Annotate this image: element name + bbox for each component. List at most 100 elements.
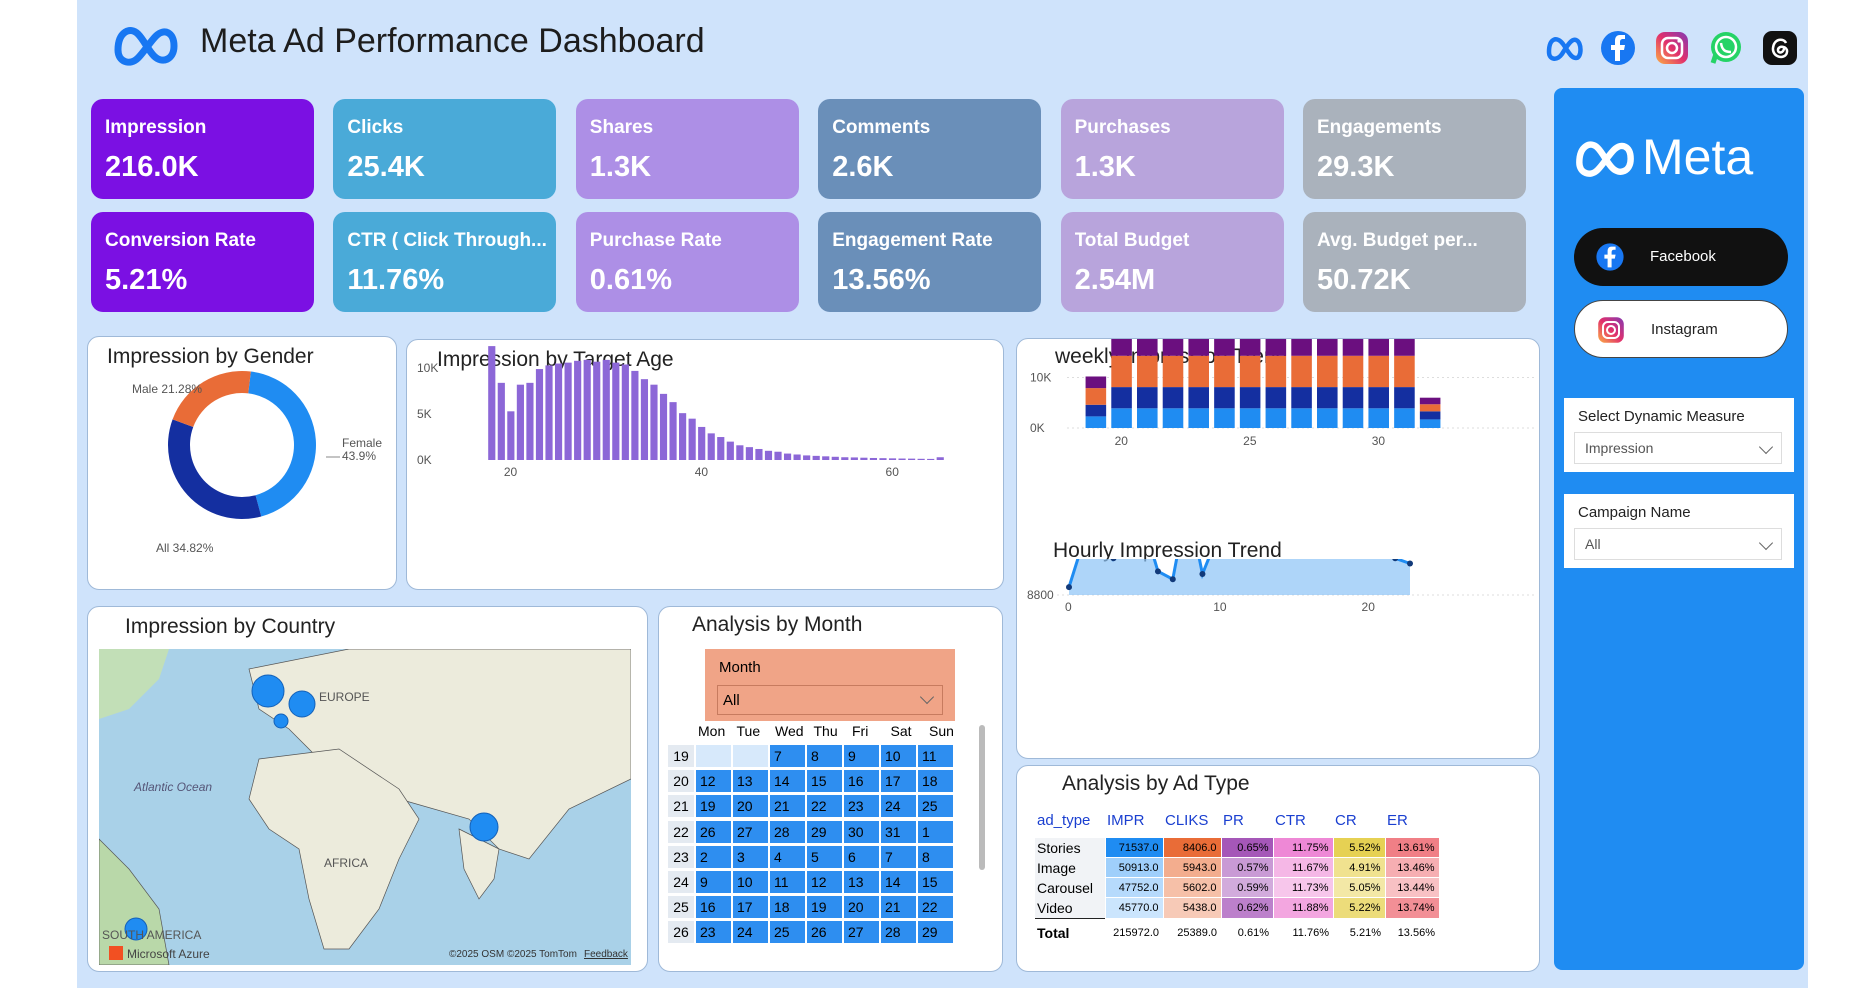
weekly-bar-segment[interactable] xyxy=(1291,387,1312,409)
age-bar[interactable] xyxy=(812,455,820,460)
calendar-day[interactable]: 3 xyxy=(733,845,768,868)
weekly-bar-segment[interactable] xyxy=(1291,355,1312,388)
kpi-card[interactable]: Clicks 25.4K xyxy=(333,99,557,199)
calendar-day[interactable]: 4 xyxy=(770,845,805,868)
age-bar[interactable] xyxy=(507,411,515,460)
calendar-day[interactable]: 26 xyxy=(807,921,842,944)
weekly-bar-segment[interactable] xyxy=(1162,339,1184,356)
donut-slice-all[interactable] xyxy=(168,419,262,519)
age-bar[interactable] xyxy=(764,450,773,460)
weekly-bar-segment[interactable] xyxy=(1394,387,1415,409)
age-bar[interactable] xyxy=(612,362,620,460)
age-bar[interactable] xyxy=(774,451,782,460)
age-bar[interactable] xyxy=(488,346,496,460)
calendar-day[interactable]: 18 xyxy=(770,896,805,919)
map-bubble-france[interactable] xyxy=(273,713,289,729)
calendar-day[interactable]: 5 xyxy=(807,845,842,868)
age-bar[interactable] xyxy=(669,402,677,460)
instagram-icon[interactable] xyxy=(1652,28,1692,68)
weekly-bar-segment[interactable] xyxy=(1291,408,1312,428)
kpi-card[interactable]: CTR ( Click Through... 11.76% xyxy=(333,212,557,312)
weekly-bar-segment[interactable] xyxy=(1368,408,1389,428)
calendar-day[interactable]: 29 xyxy=(918,921,953,944)
calendar-day[interactable]: 19 xyxy=(696,795,731,818)
calendar-day[interactable]: 24 xyxy=(733,921,768,944)
weekly-bar-segment[interactable] xyxy=(1317,387,1338,409)
age-bar[interactable] xyxy=(736,445,744,460)
calendar-day[interactable]: 25 xyxy=(770,921,805,944)
hourly-point[interactable] xyxy=(1392,559,1399,562)
calendar-day[interactable]: 23 xyxy=(696,921,731,944)
age-bar[interactable] xyxy=(688,418,696,460)
age-bar[interactable] xyxy=(497,382,505,460)
weekly-bar-segment[interactable] xyxy=(1394,355,1415,388)
age-bar[interactable] xyxy=(698,426,706,460)
calendar-day[interactable]: 30 xyxy=(844,820,879,843)
kpi-card[interactable]: Total Budget 2.54M xyxy=(1060,212,1284,312)
weekly-bar-segment[interactable] xyxy=(1368,387,1389,409)
age-bar[interactable] xyxy=(745,447,753,460)
age-bar[interactable] xyxy=(535,369,544,460)
column-header[interactable]: CTR xyxy=(1275,812,1306,829)
calendar-day[interactable]: 14 xyxy=(770,770,805,793)
age-bar[interactable] xyxy=(707,433,715,460)
map-bubble-india[interactable] xyxy=(469,812,499,842)
calendar-day[interactable]: 24 xyxy=(881,795,916,818)
weekly-bar-segment[interactable] xyxy=(1239,339,1261,356)
weekly-bar-segment[interactable] xyxy=(1214,339,1235,356)
facebook-icon[interactable] xyxy=(1598,28,1638,68)
age-bar[interactable] xyxy=(640,379,649,460)
weekly-bar-segment[interactable] xyxy=(1394,408,1415,428)
calendar-day[interactable]: 26 xyxy=(696,820,731,843)
age-bar[interactable] xyxy=(717,437,725,460)
weekly-bar-segment[interactable] xyxy=(1317,408,1338,428)
kpi-card[interactable]: Avg. Budget per... 50.72K xyxy=(1303,212,1526,312)
calendar-day[interactable]: 15 xyxy=(918,871,953,893)
table-row[interactable]: Carousel 47752.0 5602.0 0.59% 11.73% 5.05% 13.… xyxy=(1035,877,1440,898)
age-bar[interactable] xyxy=(679,413,687,460)
calendar-day[interactable]: 13 xyxy=(733,770,768,793)
age-bar[interactable] xyxy=(936,457,944,460)
column-header[interactable]: IMPR xyxy=(1107,812,1145,829)
weekly-bar-segment[interactable] xyxy=(1342,355,1364,388)
column-header[interactable]: CR xyxy=(1335,812,1357,829)
table-row[interactable]: Video 45770.0 5438.0 0.62% 11.88% 5.22% 13.74% xyxy=(1035,897,1440,919)
calendar-day[interactable]: 16 xyxy=(696,896,731,919)
calendar-day[interactable]: 7 xyxy=(881,845,916,868)
weekly-bar-segment[interactable] xyxy=(1419,397,1441,405)
age-bar[interactable] xyxy=(545,365,553,460)
weekly-bar-segment[interactable] xyxy=(1394,339,1415,356)
calendar-day[interactable]: 25 xyxy=(918,795,953,818)
weekly-bar-segment[interactable] xyxy=(1085,416,1107,428)
age-bar[interactable] xyxy=(755,448,763,460)
kpi-card[interactable]: Engagements 29.3K xyxy=(1303,99,1526,199)
calendar-day[interactable]: 28 xyxy=(770,820,805,843)
weekly-bar-segment[interactable] xyxy=(1085,376,1107,389)
calendar-day[interactable]: 10 xyxy=(881,745,916,767)
campaign-dropdown[interactable]: All xyxy=(1574,528,1782,560)
threads-icon[interactable] xyxy=(1760,28,1800,68)
instagram-button[interactable]: Instagram xyxy=(1574,300,1788,358)
weekly-bar-segment[interactable] xyxy=(1265,387,1287,409)
age-bar[interactable] xyxy=(841,457,849,460)
age-bar[interactable] xyxy=(631,370,639,460)
age-bar[interactable] xyxy=(831,456,839,460)
column-header[interactable]: CLIKS xyxy=(1165,812,1209,829)
kpi-card[interactable]: Shares 1.3K xyxy=(575,99,799,199)
weekly-bar-segment[interactable] xyxy=(1188,387,1209,409)
kpi-card[interactable]: Purchases 1.3K xyxy=(1060,99,1284,199)
weekly-bar-segment[interactable] xyxy=(1265,408,1287,428)
age-bar[interactable] xyxy=(888,458,897,460)
calendar-day[interactable]: 9 xyxy=(696,871,731,893)
weekly-bar-segment[interactable] xyxy=(1239,408,1261,428)
weekly-bar-segment[interactable] xyxy=(1239,387,1261,409)
column-header[interactable]: ER xyxy=(1387,812,1408,829)
weekly-bar-segment[interactable] xyxy=(1111,387,1132,409)
calendar-day[interactable]: 1 xyxy=(918,820,953,843)
hourly-area-chart[interactable]: 92009000880001020 xyxy=(1017,559,1541,759)
map-bubble-uk[interactable] xyxy=(251,674,285,708)
column-header[interactable]: PR xyxy=(1223,812,1244,829)
weekly-bar-segment[interactable] xyxy=(1265,339,1287,356)
gender-donut-chart[interactable]: Male 21.28% Female 43.9% All 34.82% xyxy=(88,337,398,591)
weekly-bar-segment[interactable] xyxy=(1188,355,1209,388)
